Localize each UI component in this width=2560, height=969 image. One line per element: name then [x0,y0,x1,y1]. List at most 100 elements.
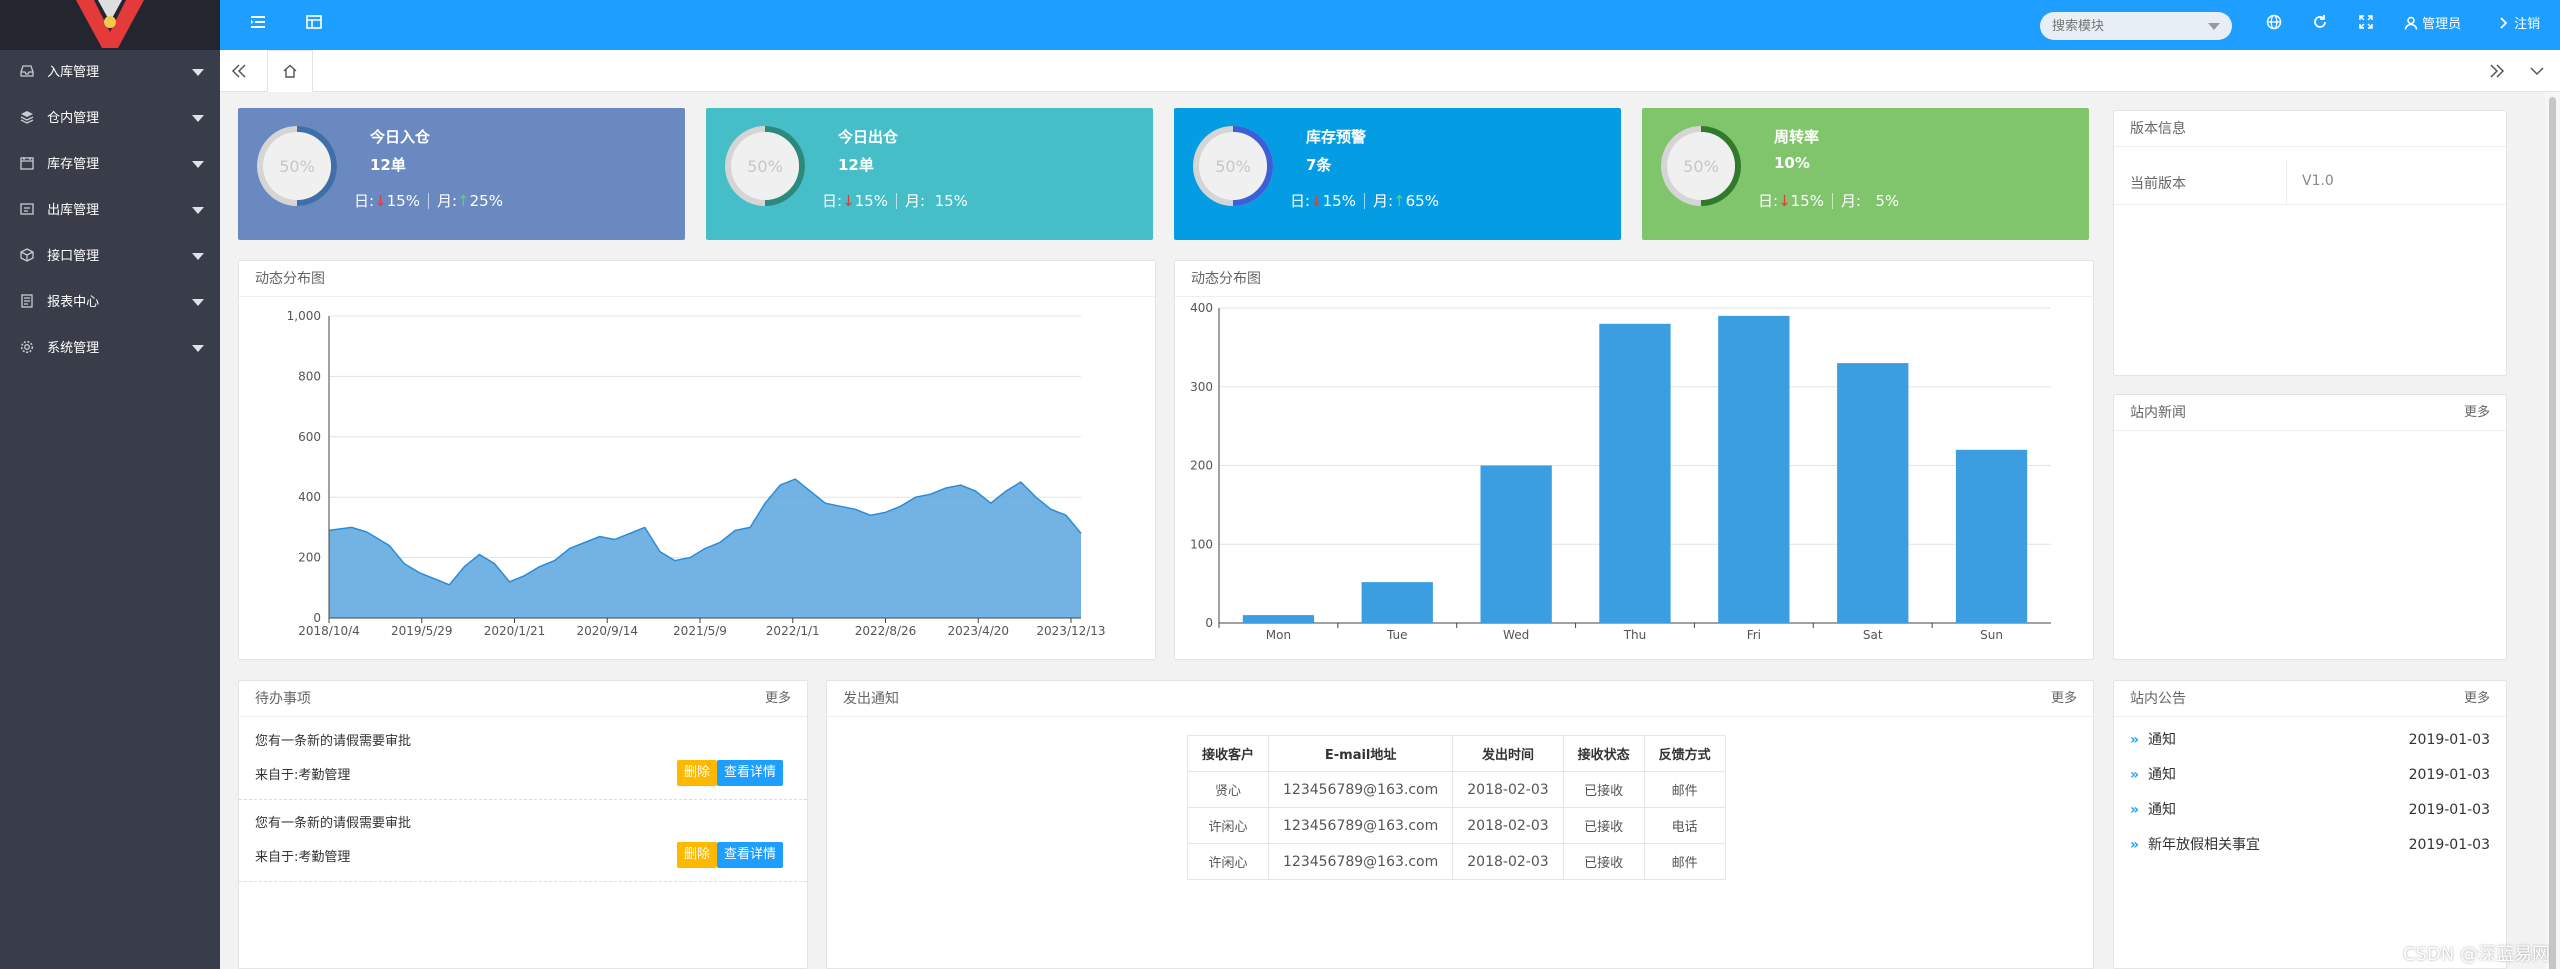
month-label: 月: [904,192,926,210]
globe-icon[interactable] [2262,13,2286,37]
column-header: 接收状态 [1562,735,1645,772]
page-scrollbar[interactable] [2545,92,2560,969]
logout-button[interactable]: 注销 [2498,0,2540,50]
version-value: V1.0 [2302,173,2334,189]
month-label: 月: [1840,192,1862,210]
table-cell: 许闲心 [1186,843,1270,880]
refresh-icon[interactable] [2308,13,2332,37]
y-tick-label: 800 [298,369,321,383]
day-label: 日: [1758,192,1779,210]
news-card: 站内新闻 更多 [2113,394,2507,660]
gear-icon [20,340,34,354]
stat-card-inbound: 50% 今日入仓 12单 日:↓15% 月:↑25% [238,108,685,240]
x-tick-label: Fri [1747,628,1761,642]
calendar-icon [20,157,34,170]
search-input[interactable] [2040,12,2232,40]
announcement-item[interactable]: » 通知 2019-01-03 [2130,795,2490,825]
sidebar-item-inventory[interactable]: 库存管理 [0,142,220,188]
gauge-inner [263,132,331,200]
chevron-down-icon [192,161,204,168]
tab-menu-icon[interactable] [2528,62,2548,80]
table-cell: 已接收 [1562,807,1645,844]
todo-item: 您有一条新的请假需要审批 来自于:考勤管理 删除 查看详情 [239,800,807,882]
fullscreen-icon[interactable] [2354,13,2378,37]
stat-title: 库存预警 [1306,128,1367,146]
sidebar-item-warehouse[interactable]: 仓内管理 [0,96,220,142]
card-title: 发出通知 [843,691,899,707]
table-cell: 2018-02-03 [1452,807,1564,844]
day-label: 日: [1290,192,1311,210]
gauge-arc [1700,126,1741,206]
sidebar-item-api[interactable]: 接口管理 [0,234,220,280]
table-cell: 123456789@163.com [1268,807,1454,844]
sidebar-item-reports[interactable]: 报表中心 [0,280,220,326]
month-percent: 65% [1405,192,1439,210]
arrow-down-icon: ↓ [1778,192,1791,210]
layers-icon [20,111,34,124]
search-module[interactable] [2040,12,2232,40]
bar [1242,615,1315,623]
logo [0,0,220,50]
view-detail-button[interactable]: 查看详情 [717,760,784,786]
scrollbar-thumb[interactable] [2549,97,2556,969]
more-link[interactable]: 更多 [2463,405,2490,420]
chevron-down-icon [192,253,204,260]
y-tick-label: 600 [298,430,321,444]
sidebar-item-label: 入库管理 [47,65,100,80]
notice-table: 接收客户 E-mail地址 发出时间 接收状态 反馈方式 贤心 12345678… [1186,735,1726,880]
todo-source: 来自于:考勤管理 [255,850,351,865]
chevron-down-icon [192,207,204,214]
chevron-down-icon[interactable] [2208,23,2220,30]
arrow-up-icon: ↑ [457,192,470,210]
y-tick-label: 1,000 [287,309,321,323]
column-header: E-mail地址 [1268,735,1454,772]
sidebar-item-inbound[interactable]: 入库管理 [0,50,220,96]
stat-trend: 日:↓15% 月:↑25% [354,190,503,211]
column-header: 接收客户 [1186,735,1270,772]
layout-icon[interactable] [302,13,326,37]
more-link[interactable]: 更多 [2463,691,2490,706]
sidebar-item-label: 报表中心 [47,295,100,310]
sidebar-item-outbound[interactable]: 出库管理 [0,188,220,234]
table-row: 许闲心 123456789@163.com 2018-02-03 已接收 电话 [1186,807,1726,844]
month-percent: 5% [1875,192,1900,210]
announcement-item[interactable]: » 通知 2019-01-03 [2130,760,2490,790]
announcement-date: 2019-01-03 [2408,767,2490,783]
sidebar-item-system[interactable]: 系统管理 [0,326,220,372]
announcement-item[interactable]: » 通知 2019-01-03 [2130,725,2490,755]
table-row: 许闲心 123456789@163.com 2018-02-03 已接收 邮件 [1186,843,1726,880]
tab-home[interactable] [267,50,313,92]
table-row: 贤心 123456789@163.com 2018-02-03 已接收 邮件 [1186,771,1726,808]
x-tick-label: Thu [1623,628,1647,642]
menu-toggle-icon[interactable] [246,13,270,37]
announcement-text: 新年放假相关事宜 [2148,837,2260,853]
card-title: 站内公告 [2130,691,2186,707]
month-percent: 25% [469,192,503,210]
y-tick-label: 100 [1190,537,1213,551]
y-tick-label: 0 [1205,616,1213,630]
dashboard-content: 50% 今日入仓 12单 日:↓15% 月:↑25% 50% 今日出仓 12单 日… [220,92,2545,969]
x-tick-label: Mon [1266,628,1291,642]
view-detail-button[interactable]: 查看详情 [717,842,784,868]
more-link[interactable]: 更多 [2050,691,2077,706]
tab-scroll-right-icon[interactable] [2488,62,2508,80]
y-tick-label: 400 [298,490,321,504]
announcement-item[interactable]: » 新年放假相关事宜 2019-01-03 [2130,830,2490,860]
stat-trend: 日:↓15% 月:↑65% [1290,190,1439,211]
report-icon [21,294,33,308]
day-percent: 15% [854,192,888,210]
delete-button[interactable]: 删除 [677,760,718,786]
logo-mark [76,0,144,48]
more-link[interactable]: 更多 [764,691,791,706]
announcement-text: 通知 [2148,802,2176,818]
bar [1955,449,2028,624]
user-menu[interactable]: 管理员 [2404,0,2461,50]
gauge-arc [764,126,805,206]
announcement-card: 站内公告 更多 » 通知 2019-01-03 » 通知 2019-01-03 » 通… [2113,680,2507,969]
table-cell: 许闲心 [1186,807,1270,844]
delete-button[interactable]: 删除 [677,842,718,868]
x-tick-label: 2019/5/29 [391,624,453,638]
tab-scroll-left-icon[interactable] [230,62,250,80]
sidebar: 入库管理 仓内管理 库存管理 出库管理 接口管理 报表中心 系统管理 [0,50,220,969]
stat-card-turnover: 50% 周转率 10% 日:↓15% 月: 5% [1642,108,2089,240]
